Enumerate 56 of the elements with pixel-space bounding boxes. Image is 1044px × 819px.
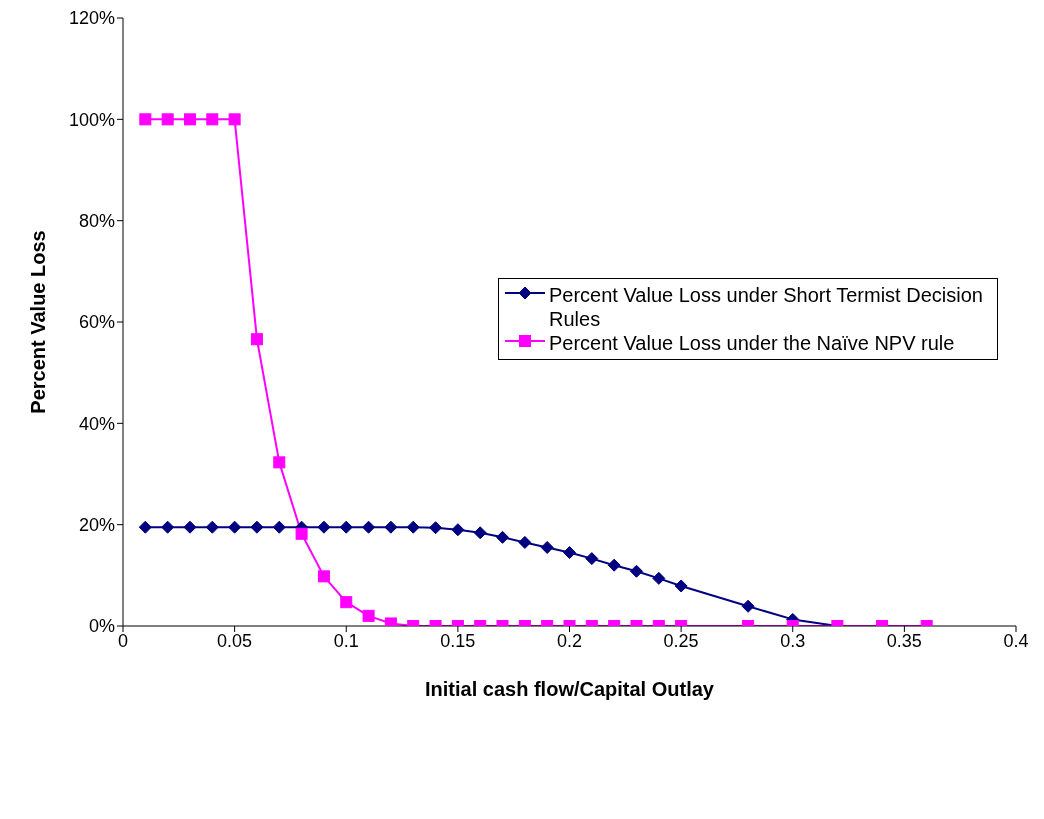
point xyxy=(563,546,576,560)
point xyxy=(629,564,643,578)
y-tick-label: 100% xyxy=(68,109,115,130)
x-tick-label: 0.15 xyxy=(440,630,476,651)
point xyxy=(339,520,353,534)
y-tick-label: 120% xyxy=(68,8,115,29)
x-tick-label: 0.35 xyxy=(886,630,922,651)
point xyxy=(473,526,487,540)
point xyxy=(540,540,554,554)
x-axis-title: Initial cash flow/Capital Outlay xyxy=(425,678,715,700)
x-tick-label: 0.2 xyxy=(556,630,583,651)
point xyxy=(183,520,197,534)
x-tick-label: 0.25 xyxy=(663,630,699,651)
point xyxy=(161,520,175,534)
point xyxy=(518,535,532,549)
x-tick-label: 0.05 xyxy=(217,630,253,651)
point xyxy=(674,579,688,593)
point xyxy=(652,571,666,585)
point xyxy=(228,520,242,534)
point xyxy=(295,527,308,540)
point xyxy=(362,520,376,534)
point xyxy=(429,521,443,535)
y-tick-label: 40% xyxy=(78,413,115,434)
x-tick-label: 0.1 xyxy=(333,630,359,651)
point xyxy=(451,523,465,537)
point xyxy=(272,520,286,534)
point xyxy=(741,599,755,613)
x-tick-label: 0.3 xyxy=(780,630,806,651)
point xyxy=(496,530,510,544)
y-tick-label: 80% xyxy=(78,211,115,232)
point xyxy=(384,520,398,534)
point xyxy=(139,113,152,126)
y-axis-title: Percent Value Loss xyxy=(27,230,50,414)
point xyxy=(340,596,353,609)
point xyxy=(161,113,174,126)
x-tick-label: 0 xyxy=(117,630,129,651)
point xyxy=(183,113,196,126)
legend-label: Percent Value Loss under Short Termist Decision Rules xyxy=(549,283,984,331)
y-tick-label: 20% xyxy=(78,515,115,536)
point xyxy=(206,113,219,126)
point xyxy=(138,520,152,534)
point xyxy=(406,520,420,534)
y-tick-label: 60% xyxy=(78,312,115,333)
point xyxy=(317,570,330,583)
point xyxy=(228,113,241,126)
point xyxy=(205,520,219,534)
point xyxy=(250,333,263,346)
point xyxy=(317,520,331,534)
point xyxy=(273,456,286,469)
point xyxy=(607,558,621,572)
x-tick-label: 0.4 xyxy=(1003,630,1029,651)
legend-label: Percent Value Loss under the Naïve NPV rule xyxy=(549,331,955,355)
point xyxy=(250,520,264,534)
point xyxy=(362,609,375,622)
point xyxy=(585,552,599,566)
y-tick-label: 0% xyxy=(88,616,115,637)
